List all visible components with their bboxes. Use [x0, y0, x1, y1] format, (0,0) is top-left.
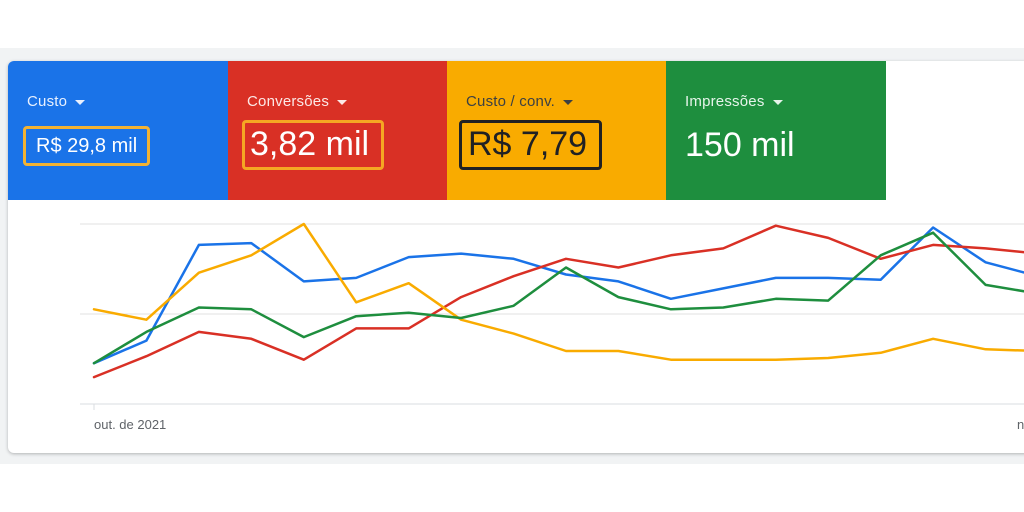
line-chart-svg: out. de 2021 n [80, 222, 1024, 432]
series-line-custo [92, 226, 1024, 365]
series-line-custo-conv- [92, 222, 1024, 361]
metric-label-custo-conv[interactable]: Custo / conv. [466, 93, 574, 110]
metric-value-custo-conv: R$ 7,79 [459, 120, 603, 170]
x-axis-label-start: out. de 2021 [94, 417, 166, 432]
metric-value-custo: R$ 29,8 mil [23, 126, 151, 166]
metric-value-impressoes: 150 mil [685, 126, 795, 164]
metric-value-conversoes: 3,82 mil [242, 120, 385, 170]
series-line-impress-es [92, 231, 1024, 365]
metric-label-impressoes[interactable]: Impressões [685, 93, 783, 110]
metric-label-custo[interactable]: Custo [27, 93, 86, 110]
series-line-convers-es [92, 224, 1024, 379]
metric-tile-conversoes[interactable]: Conversões 3,82 mil [228, 61, 447, 200]
metric-tile-impressoes[interactable]: Impressões 150 mil [666, 61, 886, 200]
metric-label-text: Conversões [247, 93, 330, 110]
metric-label-conversoes[interactable]: Conversões [247, 93, 348, 110]
dropdown-caret-icon[interactable] [563, 100, 574, 105]
metric-label-text: Impressões [685, 93, 765, 110]
metric-tiles: Custo R$ 29,8 mil Conversões 3,82 mil Cu… [8, 61, 886, 200]
metric-label-text: Custo [27, 93, 68, 110]
dropdown-caret-icon[interactable] [75, 100, 86, 105]
dropdown-caret-icon[interactable] [337, 100, 348, 105]
line-chart[interactable]: out. de 2021 n [8, 200, 1024, 453]
metric-tile-custo-conv[interactable]: Custo / conv. R$ 7,79 [447, 61, 666, 200]
performance-card: Custo R$ 29,8 mil Conversões 3,82 mil Cu… [8, 61, 1024, 453]
x-axis-label-end: n [1017, 417, 1024, 432]
metric-tile-custo[interactable]: Custo R$ 29,8 mil [8, 61, 228, 200]
dropdown-caret-icon[interactable] [772, 100, 783, 105]
metric-label-text: Custo / conv. [466, 93, 556, 110]
